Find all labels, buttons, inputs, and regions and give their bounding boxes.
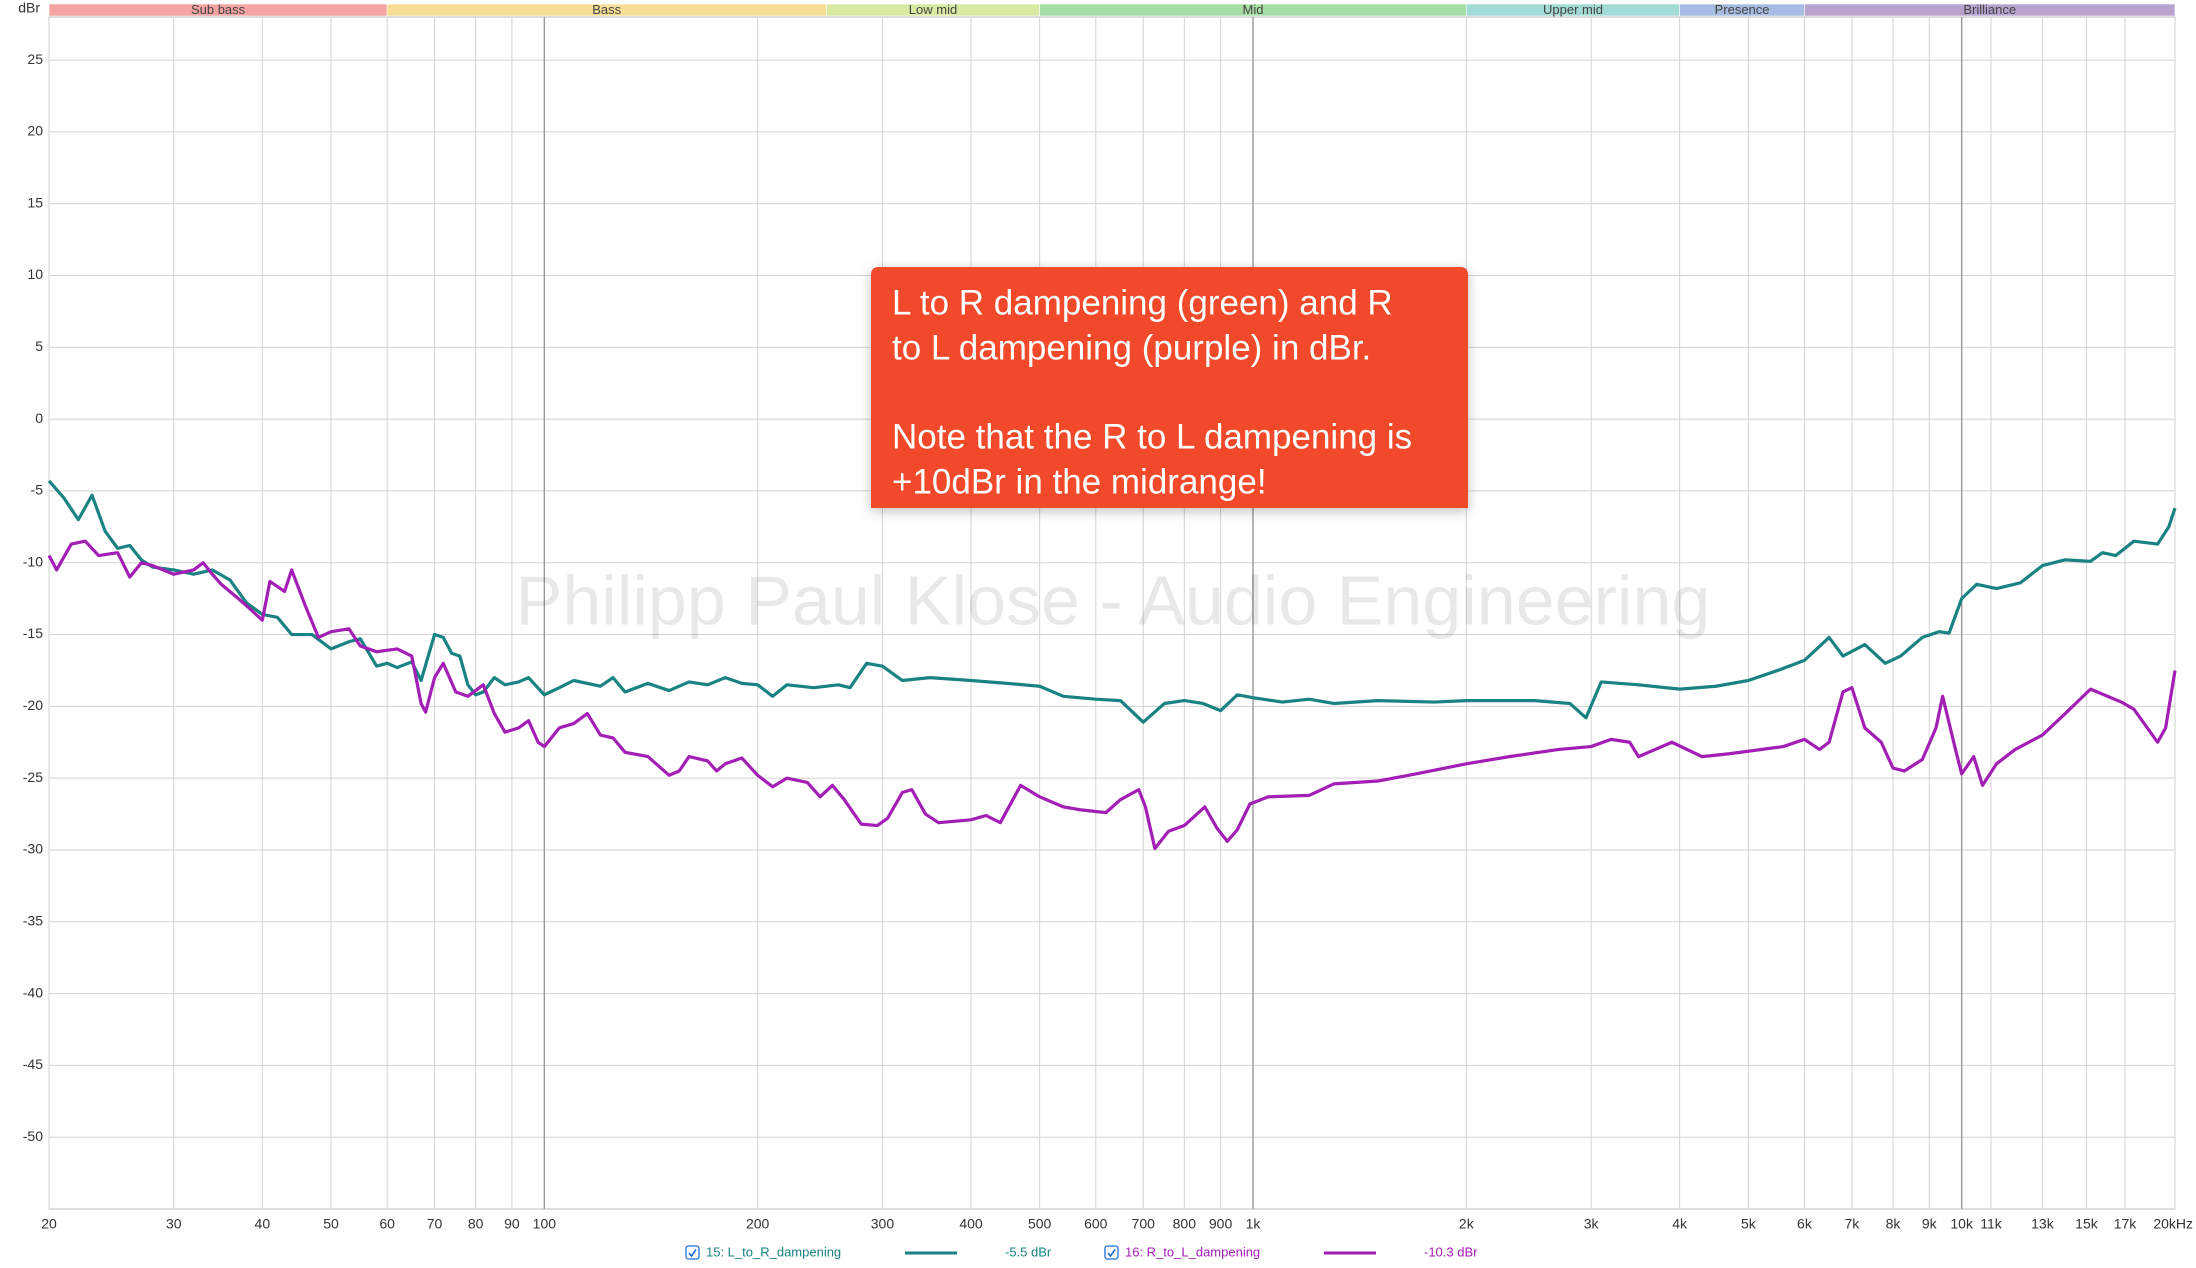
annotation-text: L to R dampening (green) and R	[892, 283, 1393, 322]
watermark: Philipp Paul Klose - Audio Engineering	[516, 561, 1711, 639]
band-label: Sub bass	[191, 2, 246, 17]
y-tick-label: -5	[31, 482, 44, 498]
x-tick-label: 200	[746, 1216, 770, 1232]
legend-name: 16: R_to_L_dampening	[1125, 1244, 1260, 1259]
series-line	[47, 479, 2177, 724]
y-tick-label: -15	[23, 625, 43, 641]
plot-lines	[47, 479, 2177, 851]
y-tick-label: -45	[23, 1056, 43, 1072]
y-tick-label: -35	[23, 912, 43, 928]
y-tick-label: 25	[27, 51, 43, 67]
y-tick-label: 20	[27, 123, 43, 139]
y-tick-label: -25	[23, 769, 43, 785]
y-tick-label: 15	[27, 194, 43, 210]
annotation: L to R dampening (green) and R to L dampe…	[871, 267, 1468, 508]
legend-check	[688, 1249, 697, 1258]
x-tick-label: 15k	[2075, 1216, 2099, 1232]
y-tick-label: -10	[23, 553, 43, 569]
x-tick-label: 600	[1084, 1216, 1108, 1232]
legend-value: -10.3 dBr	[1424, 1244, 1478, 1259]
x-tick-label: 20	[41, 1216, 57, 1232]
x-tick-label: 900	[1209, 1216, 1233, 1232]
x-tick-label: 80	[468, 1216, 484, 1232]
y-tick-label: 5	[35, 338, 43, 354]
x-tick-label: 7k	[1844, 1216, 1860, 1232]
x-tick-label: 90	[504, 1216, 520, 1232]
annotation-text: Note that the R to L dampening is	[892, 417, 1412, 456]
y-tick-label: 10	[27, 266, 43, 282]
x-tick-label: 10k	[1950, 1216, 1974, 1232]
band	[1804, 3, 2176, 17]
x-tick-label: 3k	[1584, 1216, 1600, 1232]
plot-area	[48, 16, 2176, 1210]
x-tick-label: 400	[959, 1216, 983, 1232]
x-tick-label: 300	[871, 1216, 895, 1232]
x-tick-label: 17k	[2114, 1216, 2138, 1232]
x-tick-label: 70	[427, 1216, 443, 1232]
x-tick-label: 50	[323, 1216, 339, 1232]
band-bar: Sub bass Bass Low mid Mid Upper mid Presence B…	[48, 2, 2176, 17]
x-tick-label: 60	[379, 1216, 395, 1232]
x-tick-label: 20kHz	[2153, 1216, 2193, 1232]
x-tick-label: 500	[1028, 1216, 1052, 1232]
legend-check	[1107, 1249, 1116, 1258]
x-tick-label: 9k	[1922, 1216, 1938, 1232]
x-tick-label: 4k	[1672, 1216, 1688, 1232]
band-label: Low mid	[909, 2, 957, 17]
x-tick-label: 100	[533, 1216, 557, 1232]
x-tick-label: 800	[1173, 1216, 1197, 1232]
x-tick-label: 11k	[1980, 1216, 2003, 1232]
legend: 15: L_to_R_dampening -5.5 dBr 16: R_to_L_d…	[685, 1244, 1478, 1260]
x-tick-label: 1k	[1246, 1216, 1262, 1232]
y-tick-label: 0	[35, 410, 43, 426]
y-tick-label: -20	[23, 697, 43, 713]
annotation-text: +10dBr in the midrange!	[892, 462, 1267, 501]
x-tick-label: 30	[166, 1216, 182, 1232]
legend-checkbox	[1104, 1245, 1119, 1260]
legend-name: 15: L_to_R_dampening	[706, 1244, 841, 1259]
series-line	[47, 539, 2177, 851]
y-tick-label: -50	[23, 1128, 43, 1144]
annotation-text: to L dampening (purple) in dBr.	[892, 328, 1371, 367]
y-tick-label: -30	[23, 841, 43, 857]
band-label: Upper mid	[1543, 2, 1603, 17]
y-tick-label: -40	[23, 984, 43, 1000]
x-tick-label: 5k	[1741, 1216, 1757, 1232]
x-tick-label: 700	[1132, 1216, 1156, 1232]
grid	[48, 16, 2176, 1210]
band-label: Bass	[592, 2, 621, 17]
x-tick-label: 13k	[2031, 1216, 2055, 1232]
x-tick-label: 8k	[1886, 1216, 1902, 1232]
y-axis-label: dBr	[18, 0, 40, 16]
x-tick-label: 40	[255, 1216, 271, 1232]
band-label: Presence	[1715, 2, 1770, 17]
x-tick-label: 6k	[1797, 1216, 1813, 1232]
legend-checkbox	[685, 1245, 700, 1260]
band-label: Brilliance	[1963, 2, 2016, 17]
x-tick-label: 2k	[1459, 1216, 1475, 1232]
annotation-box	[871, 267, 1468, 508]
legend-value: -5.5 dBr	[1005, 1244, 1052, 1259]
band-label: Mid	[1243, 2, 1264, 17]
